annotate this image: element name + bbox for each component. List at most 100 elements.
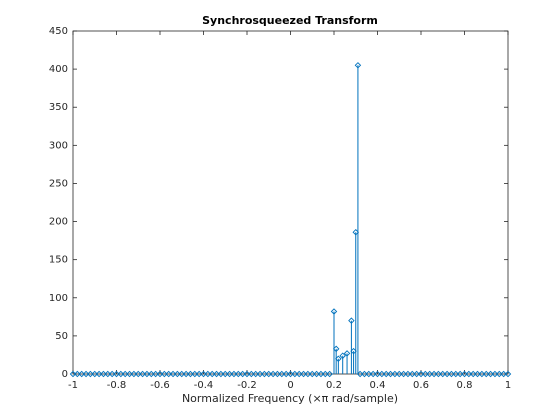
x-axis-label: Normalized Frequency (×π rad/sample)	[182, 392, 398, 405]
stem-marker	[409, 370, 416, 378]
stem-marker	[343, 350, 351, 357]
x-tick-label: 0.4	[370, 380, 386, 391]
stem-marker	[69, 370, 77, 378]
chart-title: Synchrosqueezed Transform	[202, 14, 378, 27]
y-tick-label: 50	[55, 331, 68, 342]
stem-marker	[130, 370, 138, 378]
stem-marker	[191, 370, 199, 378]
stem-marker	[332, 345, 340, 353]
stem-marker	[430, 370, 438, 378]
stem-marker	[195, 370, 203, 378]
y-tick-label: 150	[49, 255, 68, 266]
x-tick-label: 0	[287, 380, 293, 391]
stem-marker	[413, 370, 420, 378]
x-tick-label: -1	[68, 380, 78, 391]
y-tick-label: 300	[49, 140, 68, 151]
stem-marker	[104, 370, 112, 378]
stem-marker	[291, 370, 299, 378]
stem-marker	[248, 370, 255, 378]
stem-marker	[326, 370, 333, 378]
stem-marker	[374, 370, 381, 378]
stem-marker	[265, 370, 272, 378]
stem-marker	[74, 370, 81, 378]
stem-marker	[400, 370, 407, 378]
stem-marker	[87, 370, 94, 378]
stem-marker	[204, 370, 212, 378]
x-tick-label: -0.8	[107, 380, 127, 391]
stem-marker	[95, 370, 103, 378]
y-tick-label: 400	[49, 64, 68, 75]
stem-marker	[152, 370, 159, 378]
stem-marker	[187, 370, 194, 378]
stem-marker	[117, 370, 125, 378]
stem-marker	[235, 370, 242, 378]
x-tick-label: 0.2	[326, 380, 342, 391]
stem-marker	[404, 370, 412, 378]
stem-marker	[339, 352, 346, 359]
stem-marker	[217, 370, 225, 378]
stem-marker	[387, 370, 394, 378]
stem-marker	[252, 370, 259, 378]
stem-marker	[295, 370, 303, 378]
y-tick-label: 450	[49, 26, 68, 37]
stem-marker	[496, 370, 503, 378]
stem-marker	[382, 370, 390, 378]
y-tick-label: 350	[49, 102, 68, 113]
stem-marker	[478, 370, 486, 378]
stem-marker	[369, 370, 377, 378]
x-tick-label: -0.4	[194, 380, 214, 391]
stem-marker	[417, 370, 425, 378]
stem-marker	[443, 370, 451, 378]
stem-marker	[304, 370, 312, 378]
stem-marker	[500, 370, 507, 378]
stem-marker	[274, 370, 281, 378]
stem-marker	[354, 62, 362, 69]
stem-marker	[469, 370, 477, 378]
stem-marker	[156, 370, 164, 378]
stem-marker	[269, 370, 277, 378]
stem-marker	[483, 370, 490, 378]
stem-marker	[213, 370, 220, 378]
stem-marker	[174, 370, 181, 378]
stem-marker	[148, 370, 155, 378]
y-tick-label: 250	[49, 178, 68, 189]
stem-marker	[126, 370, 133, 378]
stem-marker	[487, 370, 494, 378]
stem-marker	[108, 370, 116, 378]
stem-marker	[256, 370, 264, 378]
stem-marker	[300, 370, 307, 378]
stem-marker	[226, 370, 233, 378]
stem-marker	[391, 370, 399, 378]
stem-marker	[313, 370, 320, 378]
stem-marker	[426, 370, 433, 378]
stem-marker	[356, 370, 364, 378]
stem-marker	[361, 370, 368, 378]
stem-marker	[330, 308, 338, 315]
stem-marker	[396, 370, 403, 378]
y-tick-label: 100	[49, 293, 68, 304]
stem-marker	[278, 370, 286, 378]
y-tick-label: 200	[49, 217, 68, 228]
stem-marker	[309, 370, 316, 378]
stem-marker	[335, 355, 342, 362]
stem-marker	[435, 370, 442, 378]
x-tick-label: 1	[505, 380, 511, 391]
x-tick-label: 0.6	[413, 380, 429, 391]
stem-marker	[348, 317, 355, 324]
stem-marker	[169, 370, 177, 378]
stem-marker	[100, 370, 107, 378]
stem-marker	[182, 370, 190, 378]
stem-marker	[113, 370, 120, 378]
stem-marker	[322, 370, 329, 378]
stem-marker	[282, 370, 290, 378]
stem-marker	[243, 370, 251, 378]
stem-marker	[422, 370, 429, 378]
stem-marker	[365, 370, 373, 378]
stem-marker	[78, 370, 85, 378]
stem-marker	[465, 370, 473, 378]
stem-marker	[439, 370, 446, 378]
stem-marker	[378, 370, 386, 378]
